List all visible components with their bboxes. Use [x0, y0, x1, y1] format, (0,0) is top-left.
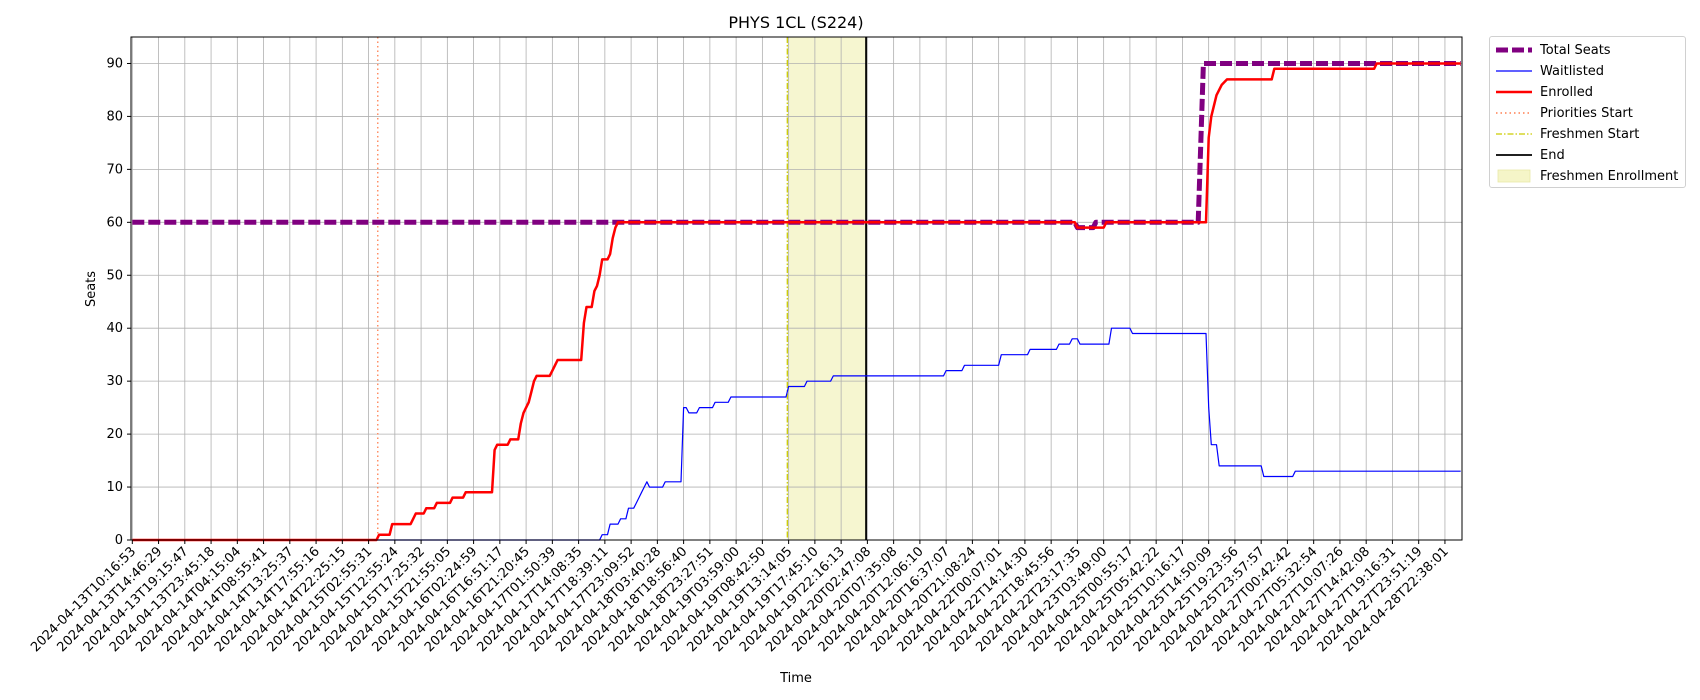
- y-tick-label-2: 20: [106, 427, 123, 442]
- legend-swatch-total-seats: [1496, 43, 1532, 57]
- y-tick-label-6: 60: [106, 215, 123, 230]
- y-tick-label-7: 70: [106, 162, 123, 177]
- legend-label-end: End: [1540, 147, 1565, 163]
- y-axis-label: Seats: [84, 271, 99, 307]
- legend-item-end: End: [1496, 145, 1565, 165]
- legend: Total Seats Waitlisted Enrolled Prioriti…: [1489, 36, 1686, 188]
- legend-item-priorities-start: Priorities Start: [1496, 103, 1633, 123]
- legend-label-waitlisted: Waitlisted: [1540, 63, 1605, 79]
- shaded-span-0: [787, 37, 867, 540]
- chart-title: PHYS 1CL (S224): [728, 13, 863, 32]
- legend-item-enrolled: Enrolled: [1496, 82, 1593, 102]
- series-line-0: [132, 61, 1461, 231]
- series-line-1: [132, 327, 1461, 541]
- legend-item-freshmen-enrollment: Freshmen Enrollment: [1496, 166, 1678, 186]
- y-tick-label-1: 10: [106, 480, 123, 495]
- series-line-2: [132, 62, 1461, 542]
- legend-swatch-priorities-start: [1496, 106, 1532, 120]
- legend-item-waitlisted: Waitlisted: [1496, 61, 1604, 81]
- legend-swatch-waitlisted: [1496, 64, 1532, 78]
- x-axis-label: Time: [779, 671, 812, 686]
- y-tick-label-9: 90: [106, 56, 123, 71]
- plot-frame: [130, 36, 1463, 541]
- legend-label-enrolled: Enrolled: [1540, 84, 1593, 100]
- legend-swatch-freshmen-enrollment: [1496, 169, 1532, 183]
- y-tick-label-0: 0: [115, 533, 123, 548]
- legend-swatch-freshmen-start: [1496, 127, 1532, 141]
- y-tick-label-5: 50: [106, 268, 123, 283]
- legend-swatch-enrolled: [1496, 85, 1532, 99]
- legend-swatch-end: [1496, 148, 1532, 162]
- legend-label-priorities-start: Priorities Start: [1540, 105, 1633, 121]
- legend-item-total-seats: Total Seats: [1496, 40, 1611, 60]
- y-tick-label-4: 40: [106, 321, 123, 336]
- legend-label-freshmen-start: Freshmen Start: [1540, 126, 1640, 142]
- legend-item-freshmen-start: Freshmen Start: [1496, 124, 1639, 144]
- legend-label-freshmen-enrollment: Freshmen Enrollment: [1540, 168, 1679, 184]
- y-tick-label-3: 30: [106, 374, 123, 389]
- y-tick-label-8: 80: [106, 109, 123, 124]
- legend-label-total-seats: Total Seats: [1540, 42, 1611, 58]
